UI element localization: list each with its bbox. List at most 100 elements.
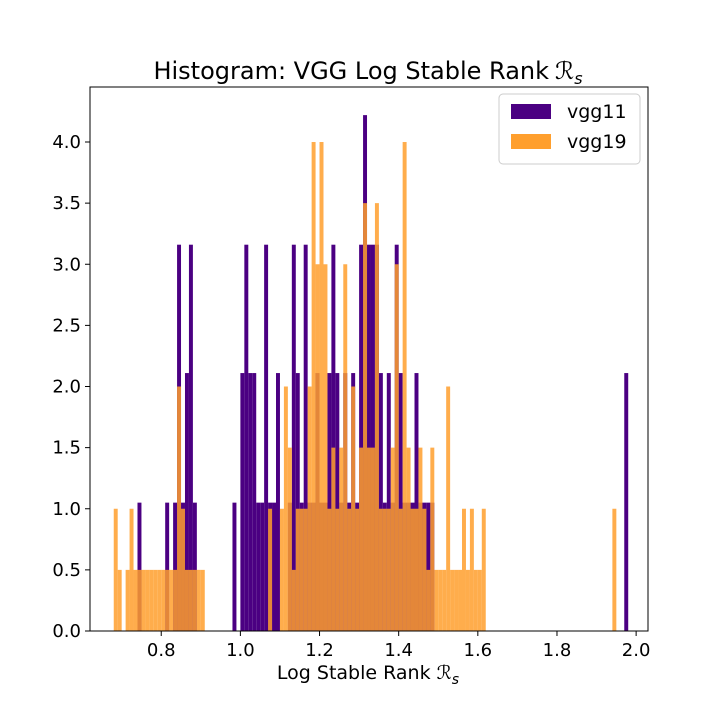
bar-vgg19-9 (153, 569, 158, 631)
bar-vgg19-46 (370, 447, 375, 631)
series-vgg19-bars (113, 142, 617, 631)
bar-vgg19-41 (351, 386, 356, 631)
bar-vgg19-33 (319, 142, 324, 631)
y-tick-label: 1.0 (52, 499, 81, 520)
x-tick-label: 2.0 (622, 640, 651, 661)
bar-vgg19-31 (311, 142, 316, 631)
bar-vgg19-24 (283, 386, 288, 631)
bar-vgg11-7 (192, 502, 197, 631)
bar-vgg11-23 (303, 244, 308, 631)
y-tick-label: 0.0 (52, 621, 81, 642)
bar-vgg19-2 (125, 569, 130, 631)
bar-vgg11-13 (256, 502, 261, 631)
x-tick-label: 1.4 (384, 640, 413, 661)
x-tick-label: 1.2 (305, 640, 334, 661)
bar-vgg19-69 (462, 508, 466, 631)
bar-vgg19-65 (446, 386, 451, 631)
x-tick-label: 1.0 (226, 640, 255, 661)
bar-vgg11-5 (184, 373, 189, 631)
bar-vgg19-0 (113, 508, 118, 631)
bar-vgg19-17 (184, 569, 189, 631)
bar-vgg11-17 (272, 502, 276, 631)
bar-vgg19-19 (192, 569, 197, 631)
bar-vgg19-6 (141, 569, 146, 631)
bar-vgg11-56 (624, 373, 629, 631)
x-axis-ticks: 0.8 1.0 1.2 1.4 1.6 1.8 2.0 (147, 631, 651, 661)
y-tick-label: 3.5 (52, 193, 81, 214)
bar-vgg19-66 (450, 569, 455, 631)
bar-vgg11-44 (386, 373, 391, 631)
axes-frame (89, 86, 649, 632)
bar-vgg11-8 (232, 502, 237, 631)
bar-vgg19-14 (173, 569, 178, 631)
bar-vgg11-10 (244, 244, 249, 631)
bar-vgg11-54 (426, 502, 431, 631)
bar-vgg11-15 (264, 244, 269, 631)
x-tick-label: 1.8 (543, 640, 572, 661)
legend-swatch-vgg11 (511, 104, 551, 119)
y-tick-label: 4.0 (52, 132, 81, 153)
bar-vgg19-67 (454, 569, 459, 631)
bar-vgg19-1 (117, 569, 122, 631)
bar-vgg19-11 (161, 569, 166, 631)
bar-vgg11-29 (327, 373, 332, 631)
bar-vgg19-56 (410, 508, 415, 631)
bar-vgg11-30 (331, 244, 336, 631)
bar-vgg11-40 (370, 244, 375, 631)
plot-area (113, 115, 629, 632)
bar-vgg19-54 (402, 142, 407, 631)
y-tick-label: 2.0 (52, 377, 81, 398)
bar-vgg19-50 (386, 508, 391, 631)
x-tick-label: 1.6 (464, 640, 493, 661)
bar-vgg19-3 (129, 508, 134, 631)
bar-vgg19-23 (279, 508, 284, 631)
bar-vgg19-51 (390, 447, 395, 631)
bar-vgg19-42 (355, 508, 360, 631)
legend-label-vgg19: vgg19 (567, 131, 627, 153)
bar-vgg19-36 (331, 447, 336, 631)
bar-vgg19-47 (374, 203, 379, 631)
bar-vgg19-55 (406, 447, 411, 631)
bar-vgg19-21 (200, 569, 205, 631)
bar-vgg19-5 (137, 569, 142, 631)
bar-vgg19-60 (426, 569, 431, 631)
bar-vgg19-12 (165, 569, 170, 631)
bar-vgg11-1 (165, 502, 170, 631)
bar-vgg19-20 (196, 569, 201, 631)
bar-vgg19-18 (188, 569, 193, 631)
y-tick-label: 2.5 (52, 315, 81, 336)
bar-vgg11-37 (359, 244, 364, 631)
bar-vgg19-13 (169, 569, 174, 631)
bar-vgg19-40 (347, 508, 352, 631)
bar-vgg19-39 (343, 264, 348, 631)
bar-vgg11-42 (378, 373, 383, 631)
bar-vgg11-21 (295, 373, 300, 631)
bar-vgg19-75 (612, 508, 617, 631)
bar-vgg11-0 (137, 502, 142, 631)
bar-vgg19-22 (268, 508, 273, 631)
bar-vgg11-2 (173, 502, 178, 631)
bar-vgg19-29 (303, 508, 308, 631)
legend-label-vgg11: vgg11 (567, 101, 627, 123)
bar-vgg19-52 (394, 264, 399, 631)
bar-vgg19-73 (477, 569, 482, 631)
bar-vgg11-9 (240, 373, 245, 631)
bar-vgg19-15 (177, 386, 182, 631)
bar-vgg11-6 (188, 244, 193, 631)
bar-vgg19-59 (422, 508, 427, 631)
bar-vgg19-25 (287, 447, 292, 631)
bar-vgg11-12 (252, 373, 257, 631)
bar-vgg11-39 (367, 244, 371, 631)
bar-vgg19-37 (335, 508, 340, 631)
bar-vgg19-70 (465, 569, 470, 631)
bar-vgg11-31 (335, 373, 340, 631)
y-tick-label: 3.0 (52, 254, 81, 275)
bar-vgg11-20 (291, 244, 296, 631)
bar-vgg19-63 (438, 569, 443, 631)
y-tick-label: 0.5 (52, 560, 81, 581)
bar-vgg19-45 (367, 447, 371, 631)
bar-vgg19-57 (414, 508, 419, 631)
bar-vgg19-49 (382, 508, 387, 631)
bar-vgg19-4 (133, 569, 138, 631)
bar-vgg19-58 (418, 447, 423, 631)
